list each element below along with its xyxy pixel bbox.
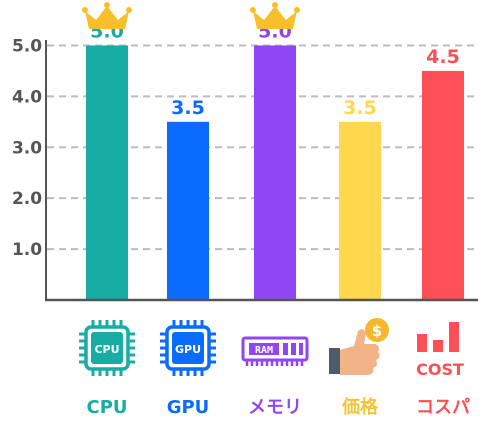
crowns: [82, 2, 300, 29]
svg-text:GPU: GPU: [175, 343, 201, 356]
crown-icon: [82, 2, 132, 29]
y-tick-label: 4.0: [12, 87, 42, 107]
svg-text:CPU: CPU: [94, 343, 119, 356]
bar: [339, 121, 381, 301]
bar: [167, 121, 209, 301]
svg-text:COST: COST: [416, 360, 464, 379]
bars: [86, 45, 464, 301]
ram-module-icon: RAM: [241, 336, 309, 366]
category-label: 価格: [341, 396, 379, 418]
axes: [45, 40, 478, 302]
cpu-chip-icon: CPU: [79, 320, 135, 376]
price-thumbs-up-icon: $: [329, 318, 389, 375]
y-tick-labels: 1.0 2.0 3.0 4.0 5.0: [12, 36, 42, 260]
value-label: 3.5: [343, 97, 377, 119]
y-tick-label: 5.0: [12, 36, 42, 56]
category-label: CPU: [86, 397, 127, 418]
category-labels: CPU GPU メモリ 価格 コスパ: [86, 396, 470, 418]
gpu-chip-icon: GPU: [160, 320, 216, 376]
category-label: コスパ: [416, 397, 470, 418]
bar: [422, 70, 464, 300]
svg-text:$: $: [372, 322, 382, 340]
cost-chart-icon: COST: [416, 322, 464, 379]
category-icons: CPU GPU RAM $ COST: [79, 318, 464, 379]
y-tick-label: 2.0: [12, 189, 42, 209]
value-label: 4.5: [426, 46, 460, 68]
value-label: 3.5: [171, 97, 205, 119]
y-tick-label: 1.0: [12, 240, 42, 260]
category-label: メモリ: [248, 397, 302, 418]
y-tick-label: 3.0: [12, 138, 42, 158]
svg-text:RAM: RAM: [255, 345, 273, 356]
category-label: GPU: [167, 397, 210, 418]
bar: [86, 45, 128, 300]
crown-icon: [250, 2, 300, 29]
bar: [254, 45, 296, 300]
